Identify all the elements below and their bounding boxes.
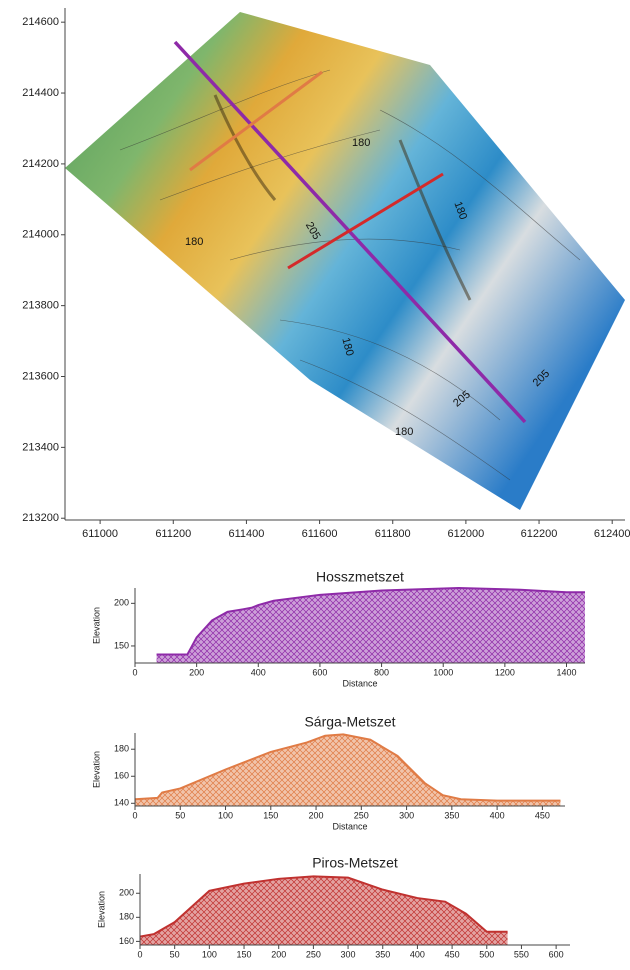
- x-tick-label: 200: [189, 667, 204, 677]
- figure: 180 205 180 205 180 205 180 180 61100061…: [0, 0, 630, 965]
- y-tick-label: 214400: [22, 87, 59, 99]
- area: [157, 588, 585, 663]
- y-tick-label: 213600: [22, 370, 59, 382]
- x-tick-label: 250: [306, 949, 321, 959]
- x-tick-label: 300: [341, 949, 356, 959]
- area: [140, 876, 508, 945]
- y-tick-label: 180: [119, 912, 134, 922]
- x-tick-label: 450: [445, 949, 460, 959]
- y-tick-label: 150: [114, 640, 129, 650]
- x-tick-label: 0: [137, 949, 142, 959]
- x-tick-label: 611000: [82, 528, 118, 540]
- x-tick-label: 611800: [375, 528, 411, 540]
- y-tick-label: 213400: [22, 441, 59, 453]
- x-tick-label: 100: [218, 810, 233, 820]
- x-axis-label: Distance: [342, 678, 377, 688]
- x-tick-label: 600: [549, 949, 564, 959]
- x-tick-label: 612000: [448, 528, 485, 540]
- y-tick-label: 140: [114, 798, 129, 808]
- x-tick-label: 50: [170, 949, 180, 959]
- x-tick-label: 0: [132, 667, 137, 677]
- y-tick-label: 200: [119, 888, 134, 898]
- x-tick-label: 612200: [521, 528, 558, 540]
- map-surface: [65, 12, 625, 510]
- y-tick-label: 213800: [22, 300, 59, 312]
- chart-title: Hosszmetszet: [316, 569, 404, 585]
- y-tick-label: 180: [114, 744, 129, 754]
- x-tick-label: 611600: [302, 528, 338, 540]
- x-tick-label: 350: [375, 949, 390, 959]
- y-tick-label: 200: [114, 598, 129, 608]
- y-axis-label: Elevation: [91, 751, 101, 788]
- x-tick-label: 250: [354, 810, 369, 820]
- x-tick-label: 400: [251, 667, 266, 677]
- x-tick-label: 450: [535, 810, 550, 820]
- y-tick-label: 160: [119, 936, 134, 946]
- y-tick-label: 214600: [22, 16, 59, 28]
- contour-label: 180: [352, 137, 370, 149]
- x-tick-label: 500: [479, 949, 494, 959]
- x-tick-label: 300: [399, 810, 414, 820]
- chart-title: Piros-Metszet: [312, 855, 398, 871]
- x-tick-label: 100: [202, 949, 217, 959]
- contour-label: 180: [395, 426, 413, 438]
- y-tick-label: 214000: [22, 229, 59, 241]
- x-tick-label: 1000: [433, 667, 453, 677]
- x-tick-label: 150: [237, 949, 252, 959]
- y-tick-label: 214200: [22, 158, 59, 170]
- x-tick-label: 50: [175, 810, 185, 820]
- x-tick-label: 600: [312, 667, 327, 677]
- x-tick-label: 0: [132, 810, 137, 820]
- y-tick-label: 160: [114, 771, 129, 781]
- y-axis-label: Elevation: [96, 891, 106, 928]
- chart-title: Sárga-Metszet: [304, 714, 395, 730]
- y-axis-label: Elevation: [91, 607, 101, 644]
- x-tick-label: 550: [514, 949, 529, 959]
- x-tick-label: 1200: [495, 667, 515, 677]
- x-tick-label: 1400: [556, 667, 576, 677]
- x-tick-label: 150: [263, 810, 278, 820]
- x-tick-label: 800: [374, 667, 389, 677]
- x-tick-label: 400: [490, 810, 505, 820]
- x-tick-label: 611400: [228, 528, 264, 540]
- x-tick-label: 612400: [594, 528, 630, 540]
- x-tick-label: 611200: [155, 528, 191, 540]
- page: {"chart_data": [ {"type": "map", "xlim":…: [0, 0, 630, 970]
- contour-label: 180: [185, 236, 203, 248]
- x-tick-label: 200: [271, 949, 286, 959]
- y-tick-label: 213200: [22, 512, 59, 524]
- x-tick-label: 400: [410, 949, 425, 959]
- x-tick-label: 350: [444, 810, 459, 820]
- x-axis-label: Distance: [332, 821, 367, 831]
- area: [135, 734, 560, 806]
- x-tick-label: 200: [309, 810, 324, 820]
